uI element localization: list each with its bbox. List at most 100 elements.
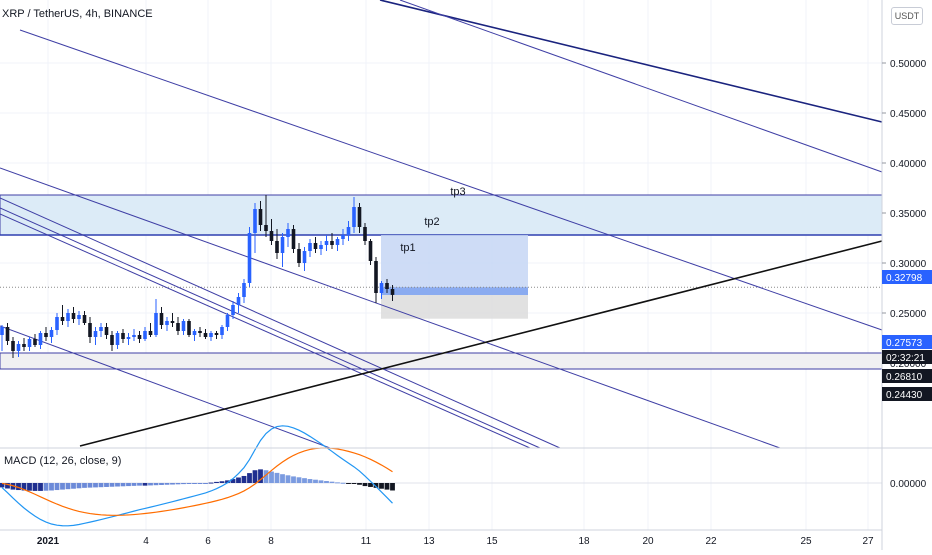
- macd-bar: [181, 483, 186, 485]
- macd-bar: [247, 473, 252, 483]
- trend-line: [0, 197, 561, 449]
- currency-button[interactable]: USDT: [891, 7, 923, 25]
- candle: [324, 241, 329, 245]
- trend-line: [0, 207, 541, 449]
- x-tick-label: 20: [642, 536, 654, 547]
- candle: [198, 331, 202, 333]
- candle: [192, 331, 197, 335]
- macd-bar: [76, 483, 82, 489]
- candle: [82, 315, 87, 323]
- stop-box: [381, 295, 528, 319]
- candle: [253, 209, 257, 233]
- candle: [66, 313, 70, 321]
- macd-bar: [159, 483, 164, 485]
- annotation-tp2: tp2: [424, 216, 439, 228]
- macd-bar: [148, 483, 153, 486]
- annotations: tp3 tp2 tp1: [400, 186, 465, 254]
- macd-bar: [170, 483, 175, 485]
- macd-bar: [379, 483, 384, 489]
- macd-bar: [324, 481, 329, 483]
- y-tick-label: 0.25000: [890, 309, 927, 320]
- candle: [379, 283, 384, 293]
- macd-bar: [357, 483, 362, 485]
- candle: [390, 289, 395, 295]
- macd-bar: [38, 483, 43, 491]
- y-tick-label: 0.30000: [890, 259, 927, 270]
- macd-bar: [153, 483, 159, 486]
- macd-bar: [241, 475, 247, 483]
- macd-bar: [230, 479, 236, 483]
- macd-bar: [54, 483, 60, 491]
- candle: [264, 225, 268, 231]
- candle: [363, 227, 367, 241]
- price-badge: [882, 387, 932, 401]
- candle: [33, 339, 37, 345]
- macd-bar: [16, 483, 21, 491]
- current-band: [381, 287, 528, 295]
- macd-bar: [186, 483, 192, 484]
- annotation-tp1: tp1: [400, 242, 415, 254]
- candle: [154, 313, 158, 335]
- macd-bar: [21, 483, 27, 491]
- candle: [88, 323, 92, 337]
- macd-bar: [65, 483, 71, 490]
- x-tick-label: 4: [143, 536, 149, 547]
- macd-bar: [142, 483, 148, 486]
- macd-bar: [0, 483, 5, 488]
- price-badge-label: 0.27573: [886, 338, 923, 349]
- price-badge-label: 02:32:21: [886, 353, 925, 364]
- candle: [368, 241, 373, 261]
- candle: [115, 333, 120, 345]
- candle: [286, 229, 290, 237]
- macd-bar: [49, 483, 54, 491]
- macd-bar: [302, 478, 307, 483]
- trend-line: [19, 29, 883, 331]
- candle: [236, 297, 241, 305]
- macd-bar: [258, 469, 263, 483]
- macd-bar: [236, 477, 241, 483]
- candle: [77, 315, 81, 319]
- trend-line: [0, 167, 781, 449]
- candle: [93, 331, 98, 337]
- candle: [225, 315, 230, 327]
- candle: [121, 333, 125, 339]
- y-tick-label: 0.50000: [890, 59, 927, 70]
- macd-bar: [346, 483, 351, 484]
- zones: [0, 194, 883, 370]
- candle: [27, 339, 32, 347]
- candle: [99, 327, 103, 331]
- trend-line: [79, 240, 883, 447]
- candle: [5, 327, 10, 341]
- macd-zero-label: 0.00000: [890, 479, 927, 490]
- candle: [220, 327, 224, 335]
- candle: [341, 235, 345, 239]
- candle: [313, 243, 318, 249]
- candle: [214, 333, 219, 335]
- macd-bar: [390, 483, 395, 491]
- macd-bar: [291, 476, 296, 483]
- candle: [110, 335, 114, 345]
- candle: [16, 344, 21, 351]
- x-tick-label: 2021: [37, 536, 60, 547]
- macd-bar: [109, 483, 115, 487]
- candle: [148, 331, 153, 335]
- candle: [269, 231, 274, 241]
- candle: [11, 341, 15, 351]
- macd-bar: [126, 483, 131, 487]
- macd-bar: [71, 483, 76, 489]
- macd-bar: [269, 471, 274, 483]
- candle: [352, 207, 356, 227]
- macd-bar: [131, 483, 137, 486]
- macd-bar: [192, 483, 197, 484]
- candle: [55, 317, 59, 330]
- candle: [203, 333, 208, 337]
- drawing-lines: [0, 0, 883, 449]
- candle: [181, 321, 186, 331]
- candle: [44, 333, 48, 337]
- macd-pane: [0, 425, 882, 527]
- y-tick-label: 0.40000: [890, 159, 927, 170]
- chart-title: XRP / TetherUS, 4h, BINANCE: [2, 8, 153, 20]
